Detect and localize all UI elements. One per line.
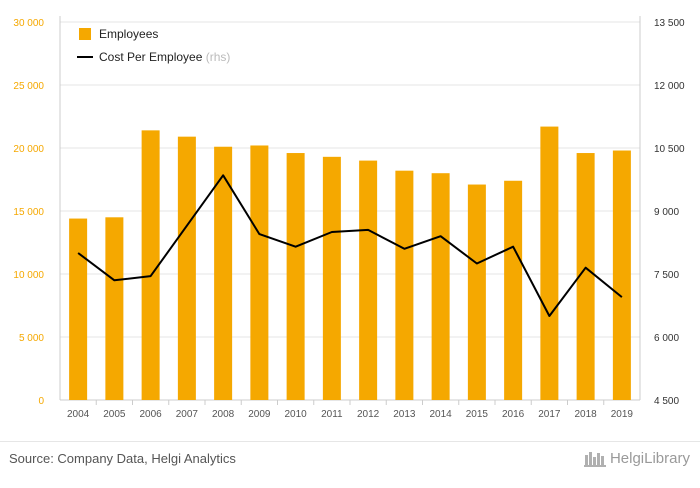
legend-label-employees: Employees (99, 27, 158, 41)
x-tick-label: 2019 (611, 409, 634, 420)
source-note: Source: Company Data, Helgi Analytics (9, 451, 236, 466)
x-tick-label: 2008 (212, 409, 235, 420)
legend-swatch-employees (79, 28, 91, 40)
x-tick-label: 2011 (321, 409, 343, 420)
x-tick-label: 2013 (393, 409, 416, 420)
x-tick-label: 2014 (430, 409, 453, 420)
bar-employees (432, 173, 450, 400)
x-tick-label: 2016 (502, 409, 525, 420)
helgi-logo-icon (584, 449, 606, 467)
bar-employees (468, 185, 486, 400)
y-left-tick-label: 10 000 (13, 270, 44, 281)
bar-employees (69, 219, 87, 400)
y-left-tick-label: 20 000 (13, 144, 44, 155)
x-tick-label: 2012 (357, 409, 380, 420)
bar-employees (395, 171, 413, 400)
bar-employees (142, 130, 160, 400)
legend-rhs-note: (rhs) (206, 50, 231, 64)
y-left-tick-label: 15 000 (13, 207, 44, 218)
bar-employees (178, 137, 196, 400)
y-right-tick-label: 12 000 (654, 81, 685, 92)
line-cost-per-employee (78, 175, 622, 316)
x-tick-label: 2015 (466, 409, 489, 420)
bar-employees (359, 161, 377, 400)
x-tick-label: 2006 (140, 409, 163, 420)
x-tick-label: 2018 (575, 409, 598, 420)
brand-name: HelgiLibrary (610, 450, 690, 467)
y-right-tick-label: 7 500 (654, 270, 679, 281)
bar-employees (540, 127, 558, 400)
x-tick-label: 2017 (538, 409, 561, 420)
y-left-tick-label: 30 000 (13, 18, 44, 29)
bar-employees (105, 217, 123, 400)
y-left-tick-label: 25 000 (13, 81, 44, 92)
legend-label-cost: Cost Per Employee (rhs) (99, 50, 230, 64)
y-right-tick-label: 6 000 (654, 333, 679, 344)
bar-employees (287, 153, 305, 400)
footer-divider (0, 441, 700, 442)
x-tick-label: 2005 (103, 409, 126, 420)
x-tick-label: 2010 (285, 409, 308, 420)
bar-employees (250, 145, 268, 400)
bar-employees (613, 151, 631, 400)
y-right-tick-label: 10 500 (654, 144, 685, 155)
y-right-tick-label: 13 500 (654, 18, 685, 29)
x-tick-label: 2009 (248, 409, 271, 420)
bar-employees (504, 181, 522, 400)
y-left-tick-label: 0 (38, 396, 44, 407)
y-left-tick-label: 5 000 (19, 333, 44, 344)
y-right-tick-label: 4 500 (654, 396, 679, 407)
x-tick-label: 2004 (67, 409, 90, 420)
brand-logo[interactable]: HelgiLibrary (584, 449, 690, 467)
y-right-tick-label: 9 000 (654, 207, 679, 218)
bar-employees (323, 157, 341, 400)
x-tick-label: 2007 (176, 409, 199, 420)
